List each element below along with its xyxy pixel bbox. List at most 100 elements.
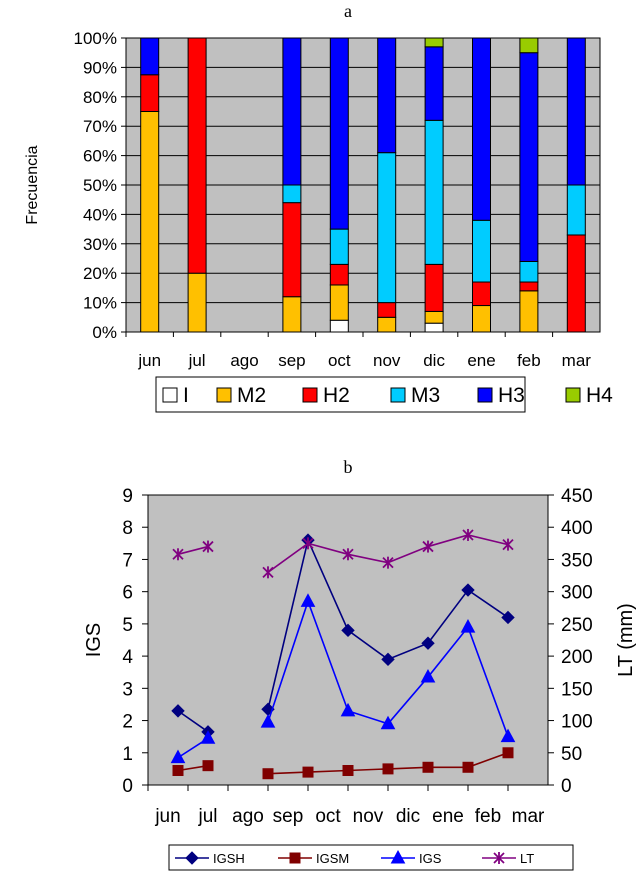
chart-a-bar-segment [282, 184, 302, 204]
chart-b-lines [170, 528, 516, 780]
chart-a-bar-segment [424, 119, 444, 265]
chart-b-y-tick-label: 5 [122, 615, 133, 636]
chart-a-x-tick-label: nov [373, 351, 401, 370]
chart-a-x-tick-label: ago [230, 351, 258, 370]
chart-a-bar-segment [140, 111, 160, 333]
chart-a-bar-segment [566, 234, 586, 333]
chart-b-y2-tick-label: 250 [561, 615, 593, 636]
chart-b-point-igsh [171, 704, 185, 718]
chart-a-y-tick-label: 30% [83, 235, 117, 254]
chart-b-y-axis-label: IGS [83, 623, 105, 657]
chart-a-y-tick-label: 40% [83, 205, 117, 224]
chart-a-legend-swatch [390, 387, 406, 403]
chart-b-legend-marker [289, 852, 301, 864]
chart-b: b 0 1 2 3 4 5 6 7 8 9 0 50 100 150 200 250 300 350 400 450… [83, 457, 637, 871]
chart-a-bar-segment [472, 219, 491, 283]
chart-b-y2-tick-label: 100 [561, 712, 593, 733]
chart-b-point-igsh [501, 610, 515, 625]
chart-a-y-tick-label: 50% [83, 176, 117, 195]
chart-b-point-lt [382, 556, 394, 569]
chart-b-y2-tick-label: 350 [561, 550, 593, 571]
chart-a-x-tick-label: dic [423, 351, 445, 370]
chart-b-legend-marker [493, 852, 505, 864]
chart-b-y2-tick-label: 50 [561, 744, 582, 765]
chart-b-point-igsm [502, 747, 514, 759]
chart-b-point-igsh [461, 583, 475, 597]
chart-b-legend-label: IGSM [316, 851, 349, 866]
chart-b-point-igsm [462, 761, 474, 773]
chart-b-y2-tick-label: 0 [561, 776, 572, 797]
chart-b-y2-tick-label: 400 [561, 518, 593, 539]
chart-a-bar-segment [377, 316, 397, 333]
chart-a-bar-segment [519, 37, 539, 54]
chart-a-x-tick-label: mar [562, 351, 592, 370]
chart-b-x-tick-label: dic [396, 806, 420, 827]
chart-a-bar-segment [472, 281, 491, 307]
chart-a-legend-label: I [183, 384, 189, 407]
chart-a-bar-segment [329, 284, 349, 321]
chart-a-bar-segment [282, 202, 302, 298]
chart-b-legend-marker [185, 851, 199, 865]
chart-b-y-tick-label: 9 [122, 486, 133, 507]
chart-b-point-igs [420, 669, 436, 683]
chart-b-x-tick-label: jul [197, 806, 217, 827]
chart-b-y-tick-label: 6 [122, 583, 133, 604]
chart-a-bar-segment [377, 302, 397, 318]
chart-a-bar-segment [377, 37, 397, 154]
chart-b-point-lt [172, 548, 184, 561]
chart-a-bar-segment [140, 37, 160, 76]
chart-b-point-igs [260, 714, 276, 728]
chart-b-point-lt [342, 548, 354, 561]
chart-a-bar-segment [519, 52, 539, 262]
chart-a-y-tick-label: 0% [92, 323, 117, 342]
chart-b-legend-label: IGSH [213, 851, 245, 866]
chart-b-y2-tick-label: 450 [561, 486, 593, 507]
chart-a-legend-swatch [162, 387, 178, 403]
chart-a-legend-swatch [565, 387, 581, 403]
chart-b-x-tick-label: mar [512, 806, 545, 827]
chart-b-point-lt [302, 537, 314, 550]
chart-a-bar-segment [329, 37, 349, 230]
chart-b-y-tick-label: 7 [122, 550, 133, 571]
chart-a-bars [140, 37, 586, 333]
chart-a-y-tick-label: 80% [83, 88, 117, 107]
chart-b-point-lt [202, 540, 214, 553]
chart-a-legend-label: H4 [586, 384, 613, 407]
chart-b-y-tick-label: 1 [122, 744, 133, 765]
chart-b-legend-label: IGS [419, 851, 442, 866]
chart-a-x-tick-label: ene [467, 351, 495, 370]
chart-b-y-tick-label: 4 [122, 647, 133, 668]
chart-a-bar-segment [282, 37, 302, 186]
chart-a-legend-swatch [302, 387, 318, 403]
chart-b-y-tick-label: 8 [122, 518, 133, 539]
chart-b-y2-tick-label: 200 [561, 647, 593, 668]
chart-a-x-tick-label: jun [137, 351, 161, 370]
chart-b-series-line-igsh [177, 710, 209, 733]
chart-b-point-igs [170, 749, 186, 764]
chart-a-x-tick-label: sep [278, 351, 305, 370]
chart-b-y-ticks: 0 1 2 3 4 5 6 7 8 9 [122, 486, 148, 797]
chart-b-point-igsh [341, 623, 355, 638]
chart-a-bar-segment [424, 322, 444, 333]
chart-b-point-lt [462, 528, 474, 541]
chart-a-bar-segment [187, 37, 207, 274]
chart-a-bar-segment [519, 281, 539, 292]
chart-b-legend-label: LT [520, 851, 534, 866]
chart-a-y-tick-label: 10% [83, 294, 117, 313]
chart-a-y-tick-label: 90% [83, 58, 117, 77]
chart-a-bar-segment [187, 272, 207, 333]
chart-b-point-igs [200, 730, 216, 744]
chart-b-point-igsm [172, 765, 184, 776]
chart-b-y-tick-label: 0 [122, 776, 133, 797]
chart-b-point-igsm [202, 760, 214, 772]
chart-a-legend-label: H3 [498, 384, 525, 407]
chart-a-bar-segment [140, 74, 160, 112]
chart-a-legend: I M2 H2 M3 H3 H4 [162, 384, 613, 407]
chart-a-legend-swatch [477, 387, 493, 403]
chart-b-point-lt [502, 538, 514, 551]
chart-a-bar-segment [329, 319, 349, 333]
chart-a-y-tick-label: 100% [74, 29, 117, 48]
chart-b-point-igs [380, 715, 396, 730]
chart-a-y-ticks: 0% 10% 20% 30% 40% 50% 60% 70% 80% 90% 100% [74, 29, 126, 342]
